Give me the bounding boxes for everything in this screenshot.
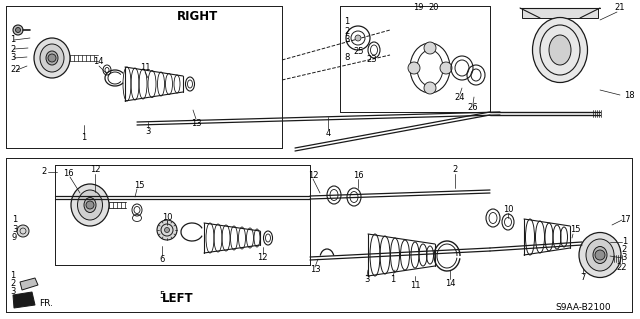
Ellipse shape xyxy=(40,44,64,72)
Text: 1: 1 xyxy=(621,238,627,247)
Ellipse shape xyxy=(549,35,571,65)
Ellipse shape xyxy=(34,38,70,78)
Polygon shape xyxy=(13,292,35,308)
Text: 10: 10 xyxy=(162,212,172,221)
Text: 7: 7 xyxy=(580,273,586,283)
Text: 19: 19 xyxy=(413,4,423,12)
Text: 23: 23 xyxy=(367,56,378,64)
Ellipse shape xyxy=(593,247,607,263)
Text: 3: 3 xyxy=(12,225,17,234)
Text: 14: 14 xyxy=(445,278,455,287)
Circle shape xyxy=(408,62,420,74)
Circle shape xyxy=(440,62,452,74)
Text: 12: 12 xyxy=(308,170,318,180)
Circle shape xyxy=(86,201,94,209)
Text: RIGHT: RIGHT xyxy=(177,11,219,24)
Text: 5: 5 xyxy=(159,291,164,300)
Text: 2: 2 xyxy=(42,167,47,176)
Text: 1: 1 xyxy=(81,133,86,143)
Text: 22: 22 xyxy=(10,65,20,75)
Circle shape xyxy=(424,82,436,94)
Text: 3: 3 xyxy=(10,286,15,295)
Text: 15: 15 xyxy=(134,181,144,189)
Text: 2: 2 xyxy=(10,44,15,54)
Text: 21: 21 xyxy=(614,4,625,12)
Text: 2: 2 xyxy=(10,278,15,287)
Circle shape xyxy=(13,25,23,35)
Text: LEFT: LEFT xyxy=(162,292,194,305)
Ellipse shape xyxy=(77,190,102,220)
Text: 12: 12 xyxy=(90,166,100,174)
Circle shape xyxy=(17,225,29,237)
Text: S9AA-B2100: S9AA-B2100 xyxy=(555,303,611,313)
Ellipse shape xyxy=(579,233,621,278)
Text: 3: 3 xyxy=(344,35,349,44)
Text: 9: 9 xyxy=(12,234,17,242)
Circle shape xyxy=(355,35,361,41)
Circle shape xyxy=(595,250,605,260)
Text: 2: 2 xyxy=(344,26,349,35)
Ellipse shape xyxy=(586,239,614,271)
Text: 1: 1 xyxy=(390,276,396,285)
Ellipse shape xyxy=(532,18,588,83)
Text: 10: 10 xyxy=(503,204,513,213)
Text: 14: 14 xyxy=(93,57,103,66)
Text: 20: 20 xyxy=(429,4,439,12)
Text: 13: 13 xyxy=(310,265,320,275)
Text: 18: 18 xyxy=(624,91,635,100)
Text: 3: 3 xyxy=(145,128,150,137)
Text: FR.: FR. xyxy=(39,299,53,308)
Text: 24: 24 xyxy=(455,93,465,102)
Text: 11: 11 xyxy=(140,63,150,72)
Text: 3: 3 xyxy=(10,54,15,63)
Text: 2: 2 xyxy=(452,166,458,174)
Ellipse shape xyxy=(84,197,96,212)
Text: 4: 4 xyxy=(325,129,331,137)
Text: 11: 11 xyxy=(410,280,420,290)
Text: 8: 8 xyxy=(344,53,349,62)
Circle shape xyxy=(164,227,170,233)
Text: 12: 12 xyxy=(257,254,268,263)
Text: 1: 1 xyxy=(10,271,15,279)
Text: 16: 16 xyxy=(353,170,364,180)
Text: 1: 1 xyxy=(10,35,15,44)
Text: 15: 15 xyxy=(570,226,580,234)
Text: 3: 3 xyxy=(364,276,370,285)
Text: 3: 3 xyxy=(621,254,627,263)
Circle shape xyxy=(157,220,177,240)
Text: 2: 2 xyxy=(621,246,627,255)
Text: 1: 1 xyxy=(344,18,349,26)
Text: 26: 26 xyxy=(468,103,478,113)
Text: 13: 13 xyxy=(191,118,202,128)
Text: 6: 6 xyxy=(159,255,164,263)
Text: 17: 17 xyxy=(620,216,631,225)
Ellipse shape xyxy=(71,184,109,226)
Ellipse shape xyxy=(46,51,58,65)
Polygon shape xyxy=(20,278,38,290)
Circle shape xyxy=(15,27,20,33)
Text: 25: 25 xyxy=(354,48,364,56)
Text: 22: 22 xyxy=(616,263,627,271)
Circle shape xyxy=(48,54,56,62)
Bar xyxy=(522,8,598,18)
Text: 1: 1 xyxy=(12,216,17,225)
Circle shape xyxy=(424,42,436,54)
Text: 16: 16 xyxy=(63,168,74,177)
